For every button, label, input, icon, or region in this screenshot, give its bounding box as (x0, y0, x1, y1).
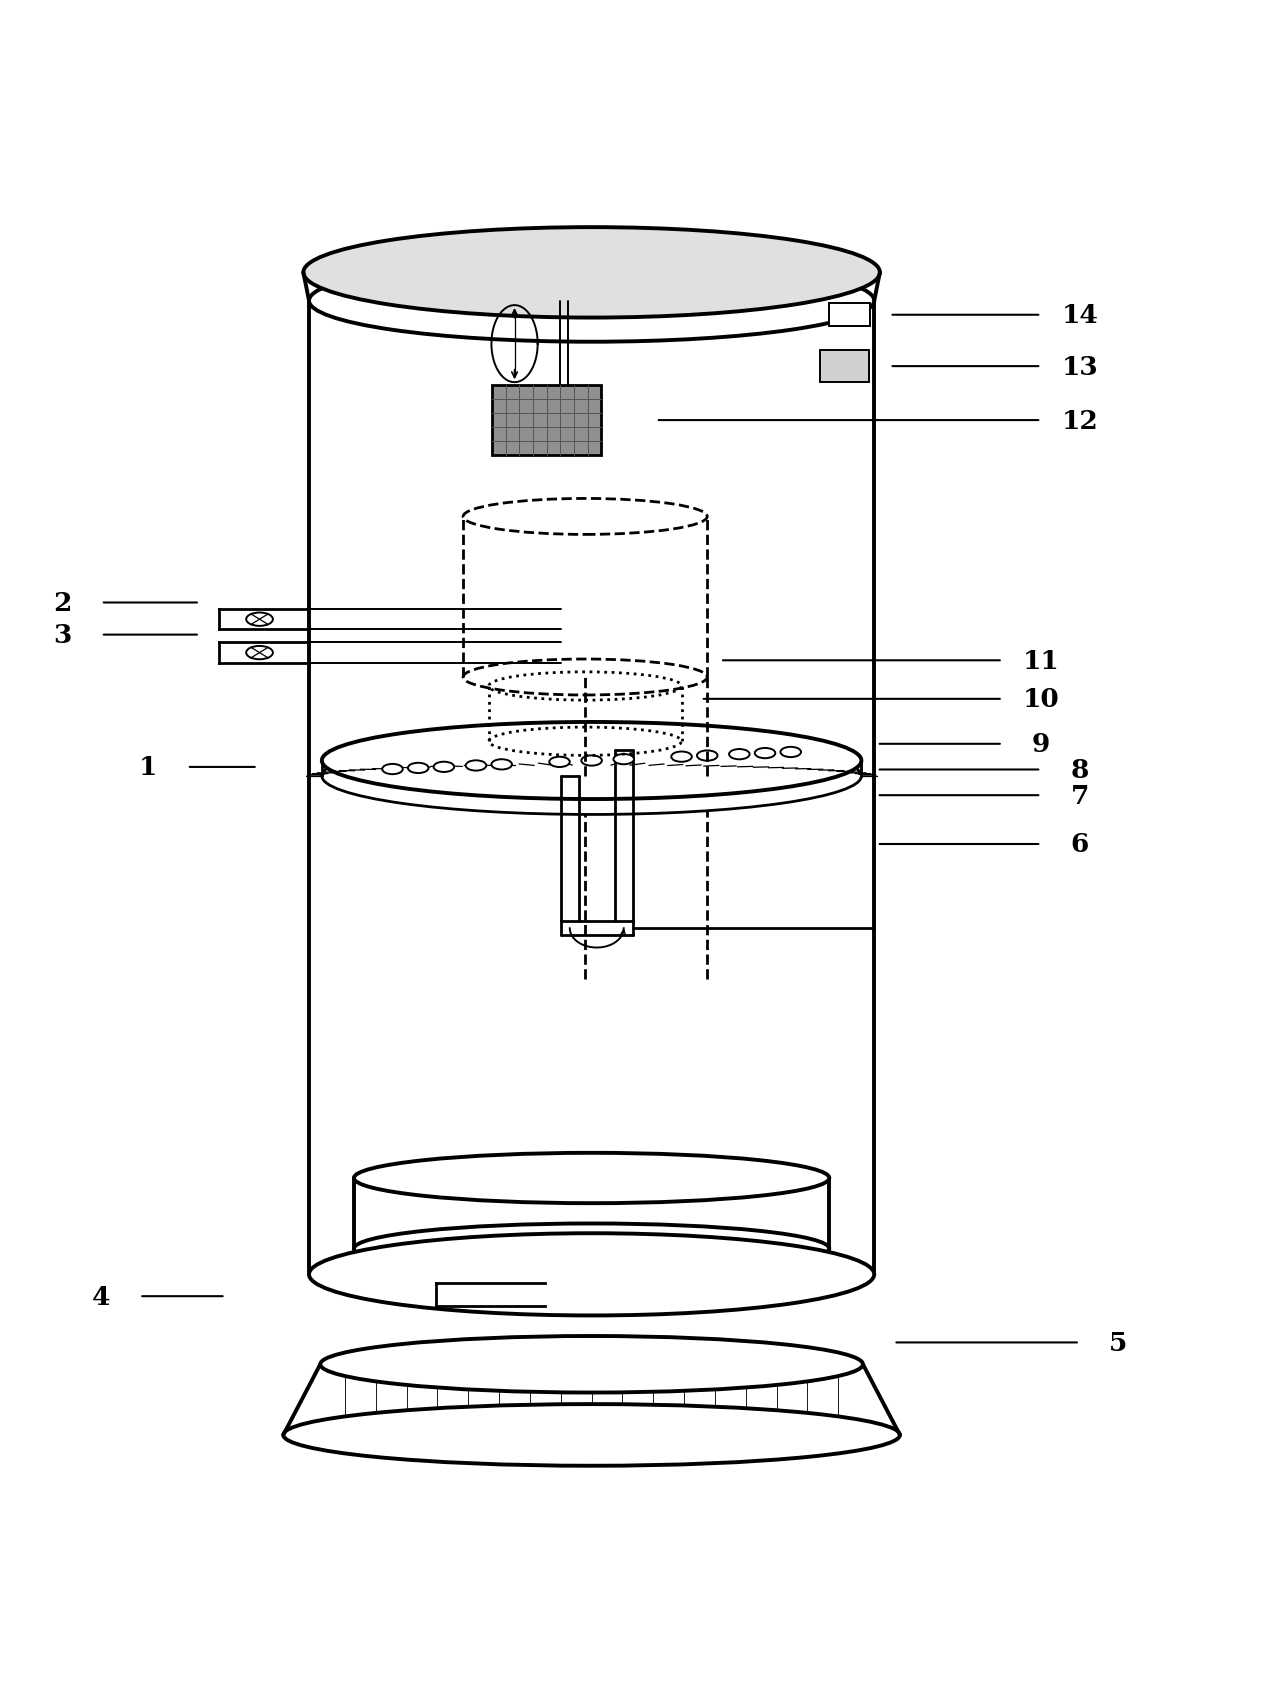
Ellipse shape (466, 760, 486, 772)
Bar (820, 351, 869, 383)
Bar (829, 304, 871, 328)
Ellipse shape (781, 748, 801, 758)
Text: 4: 4 (91, 1284, 111, 1309)
Text: 1: 1 (139, 755, 158, 780)
Ellipse shape (382, 765, 403, 775)
Text: 5: 5 (1109, 1331, 1128, 1355)
Ellipse shape (581, 757, 602, 767)
Text: 10: 10 (1022, 687, 1060, 713)
Ellipse shape (322, 738, 862, 816)
Ellipse shape (246, 647, 273, 660)
Ellipse shape (382, 1241, 801, 1277)
Ellipse shape (309, 1233, 874, 1316)
Ellipse shape (283, 1404, 900, 1466)
Ellipse shape (354, 1225, 829, 1274)
Ellipse shape (354, 1154, 829, 1204)
Ellipse shape (613, 755, 634, 765)
Text: 11: 11 (1022, 649, 1060, 674)
Bar (493, 385, 602, 456)
Ellipse shape (309, 260, 874, 343)
Ellipse shape (408, 763, 428, 774)
Ellipse shape (320, 1336, 863, 1393)
Text: 7: 7 (1070, 784, 1089, 809)
Ellipse shape (246, 613, 273, 627)
Text: 6: 6 (1071, 833, 1089, 856)
Text: 13: 13 (1061, 355, 1098, 380)
Ellipse shape (322, 723, 862, 799)
Ellipse shape (549, 757, 570, 767)
Ellipse shape (697, 752, 718, 762)
Text: 3: 3 (53, 623, 72, 647)
Ellipse shape (491, 760, 512, 770)
Ellipse shape (671, 752, 692, 762)
Ellipse shape (729, 750, 750, 760)
Text: 8: 8 (1070, 758, 1089, 782)
Text: 2: 2 (53, 591, 72, 615)
Text: 9: 9 (1033, 731, 1051, 757)
Ellipse shape (303, 228, 880, 319)
Ellipse shape (433, 762, 454, 772)
Ellipse shape (755, 748, 775, 758)
Text: 12: 12 (1061, 409, 1098, 434)
Text: 14: 14 (1061, 302, 1098, 328)
